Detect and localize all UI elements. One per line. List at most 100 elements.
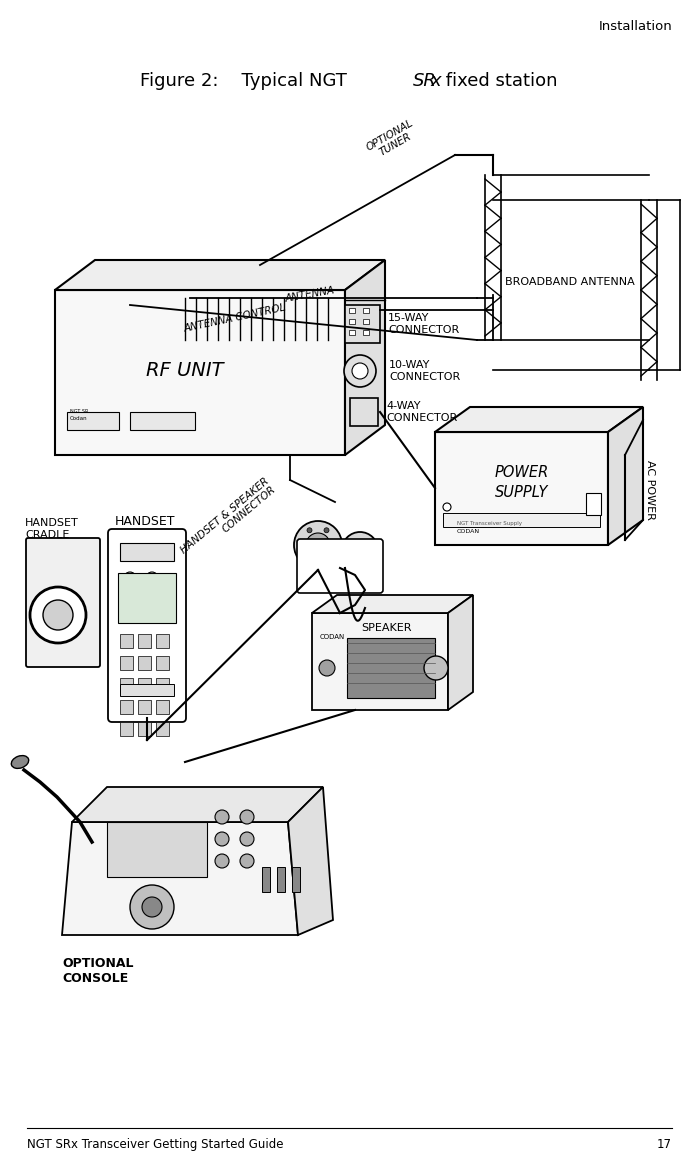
Circle shape xyxy=(298,542,303,547)
Text: HANDSET: HANDSET xyxy=(115,514,175,528)
Bar xyxy=(277,867,285,892)
Text: 4-WAY
CONNECTOR: 4-WAY CONNECTOR xyxy=(386,402,457,423)
Circle shape xyxy=(240,832,254,846)
Bar xyxy=(138,634,151,648)
Bar xyxy=(435,432,608,545)
FancyBboxPatch shape xyxy=(350,398,378,426)
Circle shape xyxy=(43,599,73,630)
Text: 17: 17 xyxy=(657,1138,672,1151)
Circle shape xyxy=(124,572,136,584)
Circle shape xyxy=(215,810,229,824)
Text: AC POWER: AC POWER xyxy=(645,460,655,520)
Polygon shape xyxy=(345,260,385,455)
Bar xyxy=(120,634,133,648)
Text: SPEAKER: SPEAKER xyxy=(361,623,412,633)
Circle shape xyxy=(307,558,312,562)
Bar xyxy=(363,308,369,313)
FancyBboxPatch shape xyxy=(67,412,119,430)
Bar xyxy=(156,722,169,736)
Text: BROADBAND ANTENNA: BROADBAND ANTENNA xyxy=(505,277,635,288)
Text: SR: SR xyxy=(413,72,437,90)
Polygon shape xyxy=(608,407,643,545)
Bar xyxy=(120,700,133,714)
Circle shape xyxy=(344,355,376,386)
Bar xyxy=(347,638,435,698)
Text: NGT SRx Transceiver Getting Started Guide: NGT SRx Transceiver Getting Started Guid… xyxy=(27,1138,284,1151)
Text: Figure 2:    Typical NGT: Figure 2: Typical NGT xyxy=(140,72,352,90)
Ellipse shape xyxy=(11,755,29,768)
Polygon shape xyxy=(448,595,473,710)
Text: NGT SR: NGT SR xyxy=(70,409,88,414)
Bar xyxy=(120,542,174,561)
Bar xyxy=(586,494,601,514)
Circle shape xyxy=(342,532,378,568)
Circle shape xyxy=(424,656,448,680)
Text: x: x xyxy=(430,72,440,90)
Circle shape xyxy=(146,572,158,584)
Bar xyxy=(363,319,369,324)
Bar xyxy=(156,634,169,648)
Circle shape xyxy=(30,587,86,643)
Text: ANTENNA CONTROL: ANTENNA CONTROL xyxy=(183,303,287,334)
Bar xyxy=(443,513,600,527)
Text: 10-WAY
CONNECTOR: 10-WAY CONNECTOR xyxy=(389,360,460,382)
Text: HANDSET
CRADLE: HANDSET CRADLE xyxy=(25,518,79,540)
Bar xyxy=(120,722,133,736)
Text: NGT Transceiver Supply: NGT Transceiver Supply xyxy=(457,521,522,526)
Text: RF UNIT: RF UNIT xyxy=(146,361,224,379)
FancyBboxPatch shape xyxy=(297,539,383,592)
Bar xyxy=(262,867,270,892)
Polygon shape xyxy=(107,822,207,876)
Text: Installation: Installation xyxy=(598,20,672,33)
Text: 15-WAY
CONNECTOR: 15-WAY CONNECTOR xyxy=(388,313,459,335)
Polygon shape xyxy=(72,787,323,822)
Circle shape xyxy=(324,558,329,562)
Circle shape xyxy=(307,527,312,533)
Bar xyxy=(349,331,355,335)
Polygon shape xyxy=(55,260,385,290)
Bar xyxy=(156,656,169,670)
Bar xyxy=(349,319,355,324)
Text: CODAN: CODAN xyxy=(457,528,480,534)
FancyBboxPatch shape xyxy=(108,528,186,722)
Text: fixed station: fixed station xyxy=(440,72,558,90)
Bar xyxy=(138,700,151,714)
Circle shape xyxy=(130,885,174,929)
Text: OPTIONAL
TUNER: OPTIONAL TUNER xyxy=(365,118,421,163)
Text: OPTIONAL
CONSOLE: OPTIONAL CONSOLE xyxy=(62,957,134,985)
Bar xyxy=(120,656,133,670)
Text: HANDSET & SPEAKER
CONNECTOR: HANDSET & SPEAKER CONNECTOR xyxy=(178,476,278,565)
Bar xyxy=(156,677,169,693)
Circle shape xyxy=(324,527,329,533)
Circle shape xyxy=(351,541,369,559)
Bar xyxy=(138,677,151,693)
Circle shape xyxy=(294,521,342,569)
Circle shape xyxy=(443,503,451,511)
Circle shape xyxy=(333,542,338,547)
Polygon shape xyxy=(62,822,298,935)
Polygon shape xyxy=(435,407,643,432)
Circle shape xyxy=(319,660,335,676)
Text: Codan: Codan xyxy=(70,416,87,421)
Text: CODAN: CODAN xyxy=(320,634,345,640)
Bar xyxy=(312,613,448,710)
FancyBboxPatch shape xyxy=(345,305,380,343)
Circle shape xyxy=(240,810,254,824)
Text: POWER
SUPPLY: POWER SUPPLY xyxy=(494,466,549,501)
FancyBboxPatch shape xyxy=(26,538,100,667)
Circle shape xyxy=(215,832,229,846)
Bar xyxy=(138,656,151,670)
Circle shape xyxy=(306,533,330,558)
Bar xyxy=(363,331,369,335)
Bar xyxy=(292,867,300,892)
Bar xyxy=(349,308,355,313)
Text: ANTENNA: ANTENNA xyxy=(284,285,336,304)
FancyBboxPatch shape xyxy=(130,412,195,430)
Bar xyxy=(138,722,151,736)
Bar xyxy=(120,684,174,696)
Bar xyxy=(120,677,133,693)
Bar xyxy=(118,573,176,623)
Circle shape xyxy=(352,363,368,379)
Circle shape xyxy=(215,854,229,868)
Circle shape xyxy=(240,854,254,868)
